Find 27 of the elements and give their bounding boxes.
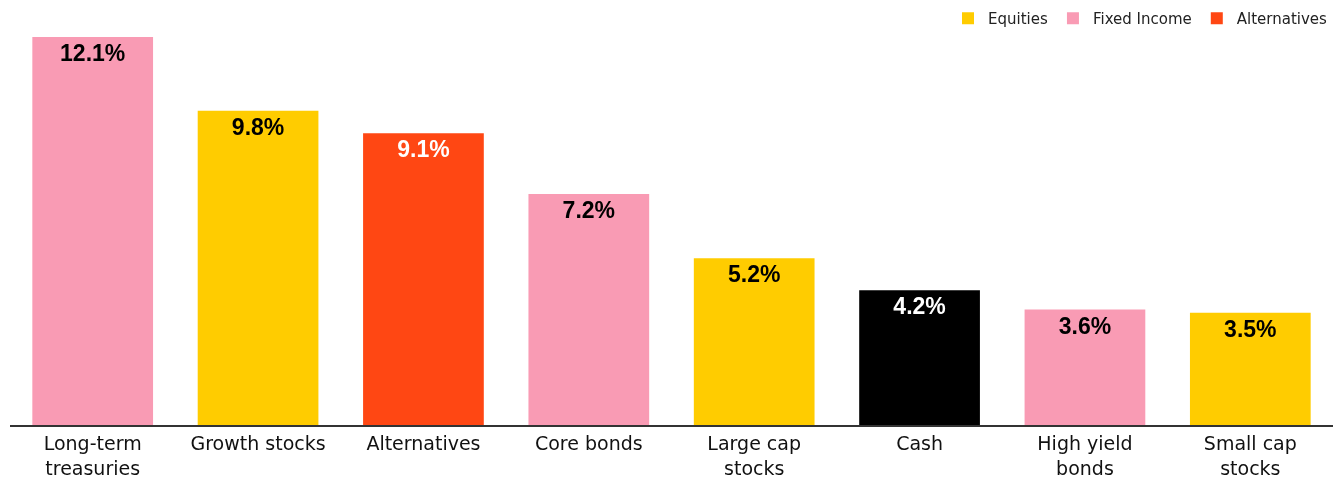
bar [197, 110, 319, 425]
x-tick-label: Alternatives [366, 431, 481, 454]
x-tick-label: Core bonds [534, 431, 643, 454]
legend-label: Equities [988, 10, 1048, 29]
bar [32, 36, 154, 425]
bar [1024, 309, 1146, 425]
data-label: 3.6% [1058, 312, 1112, 339]
legend-label: Fixed Income [1092, 10, 1192, 29]
data-label: 4.2% [893, 293, 946, 320]
x-tick-label: Large cap stocks [707, 431, 802, 479]
legend-label: Alternatives [1236, 10, 1328, 29]
x-tick-label: Growth stocks [190, 431, 326, 454]
bar [528, 194, 650, 425]
data-label: 7.2% [562, 197, 616, 224]
x-tick-label: Small cap stocks [1203, 431, 1297, 479]
bar [1189, 312, 1311, 425]
data-label: 5.2% [727, 261, 781, 288]
bar [859, 290, 980, 425]
x-tick-label: Cash [896, 431, 943, 454]
x-tick-label: High yield bonds [1037, 431, 1133, 479]
data-label: 12.1% [60, 39, 126, 66]
bar [693, 258, 815, 425]
bar [363, 133, 484, 425]
data-label: 9.8% [231, 113, 285, 140]
data-label: 3.5% [1224, 315, 1277, 342]
x-tick-label: Long-term treasuries [43, 431, 142, 479]
data-label: 9.1% [397, 136, 450, 163]
